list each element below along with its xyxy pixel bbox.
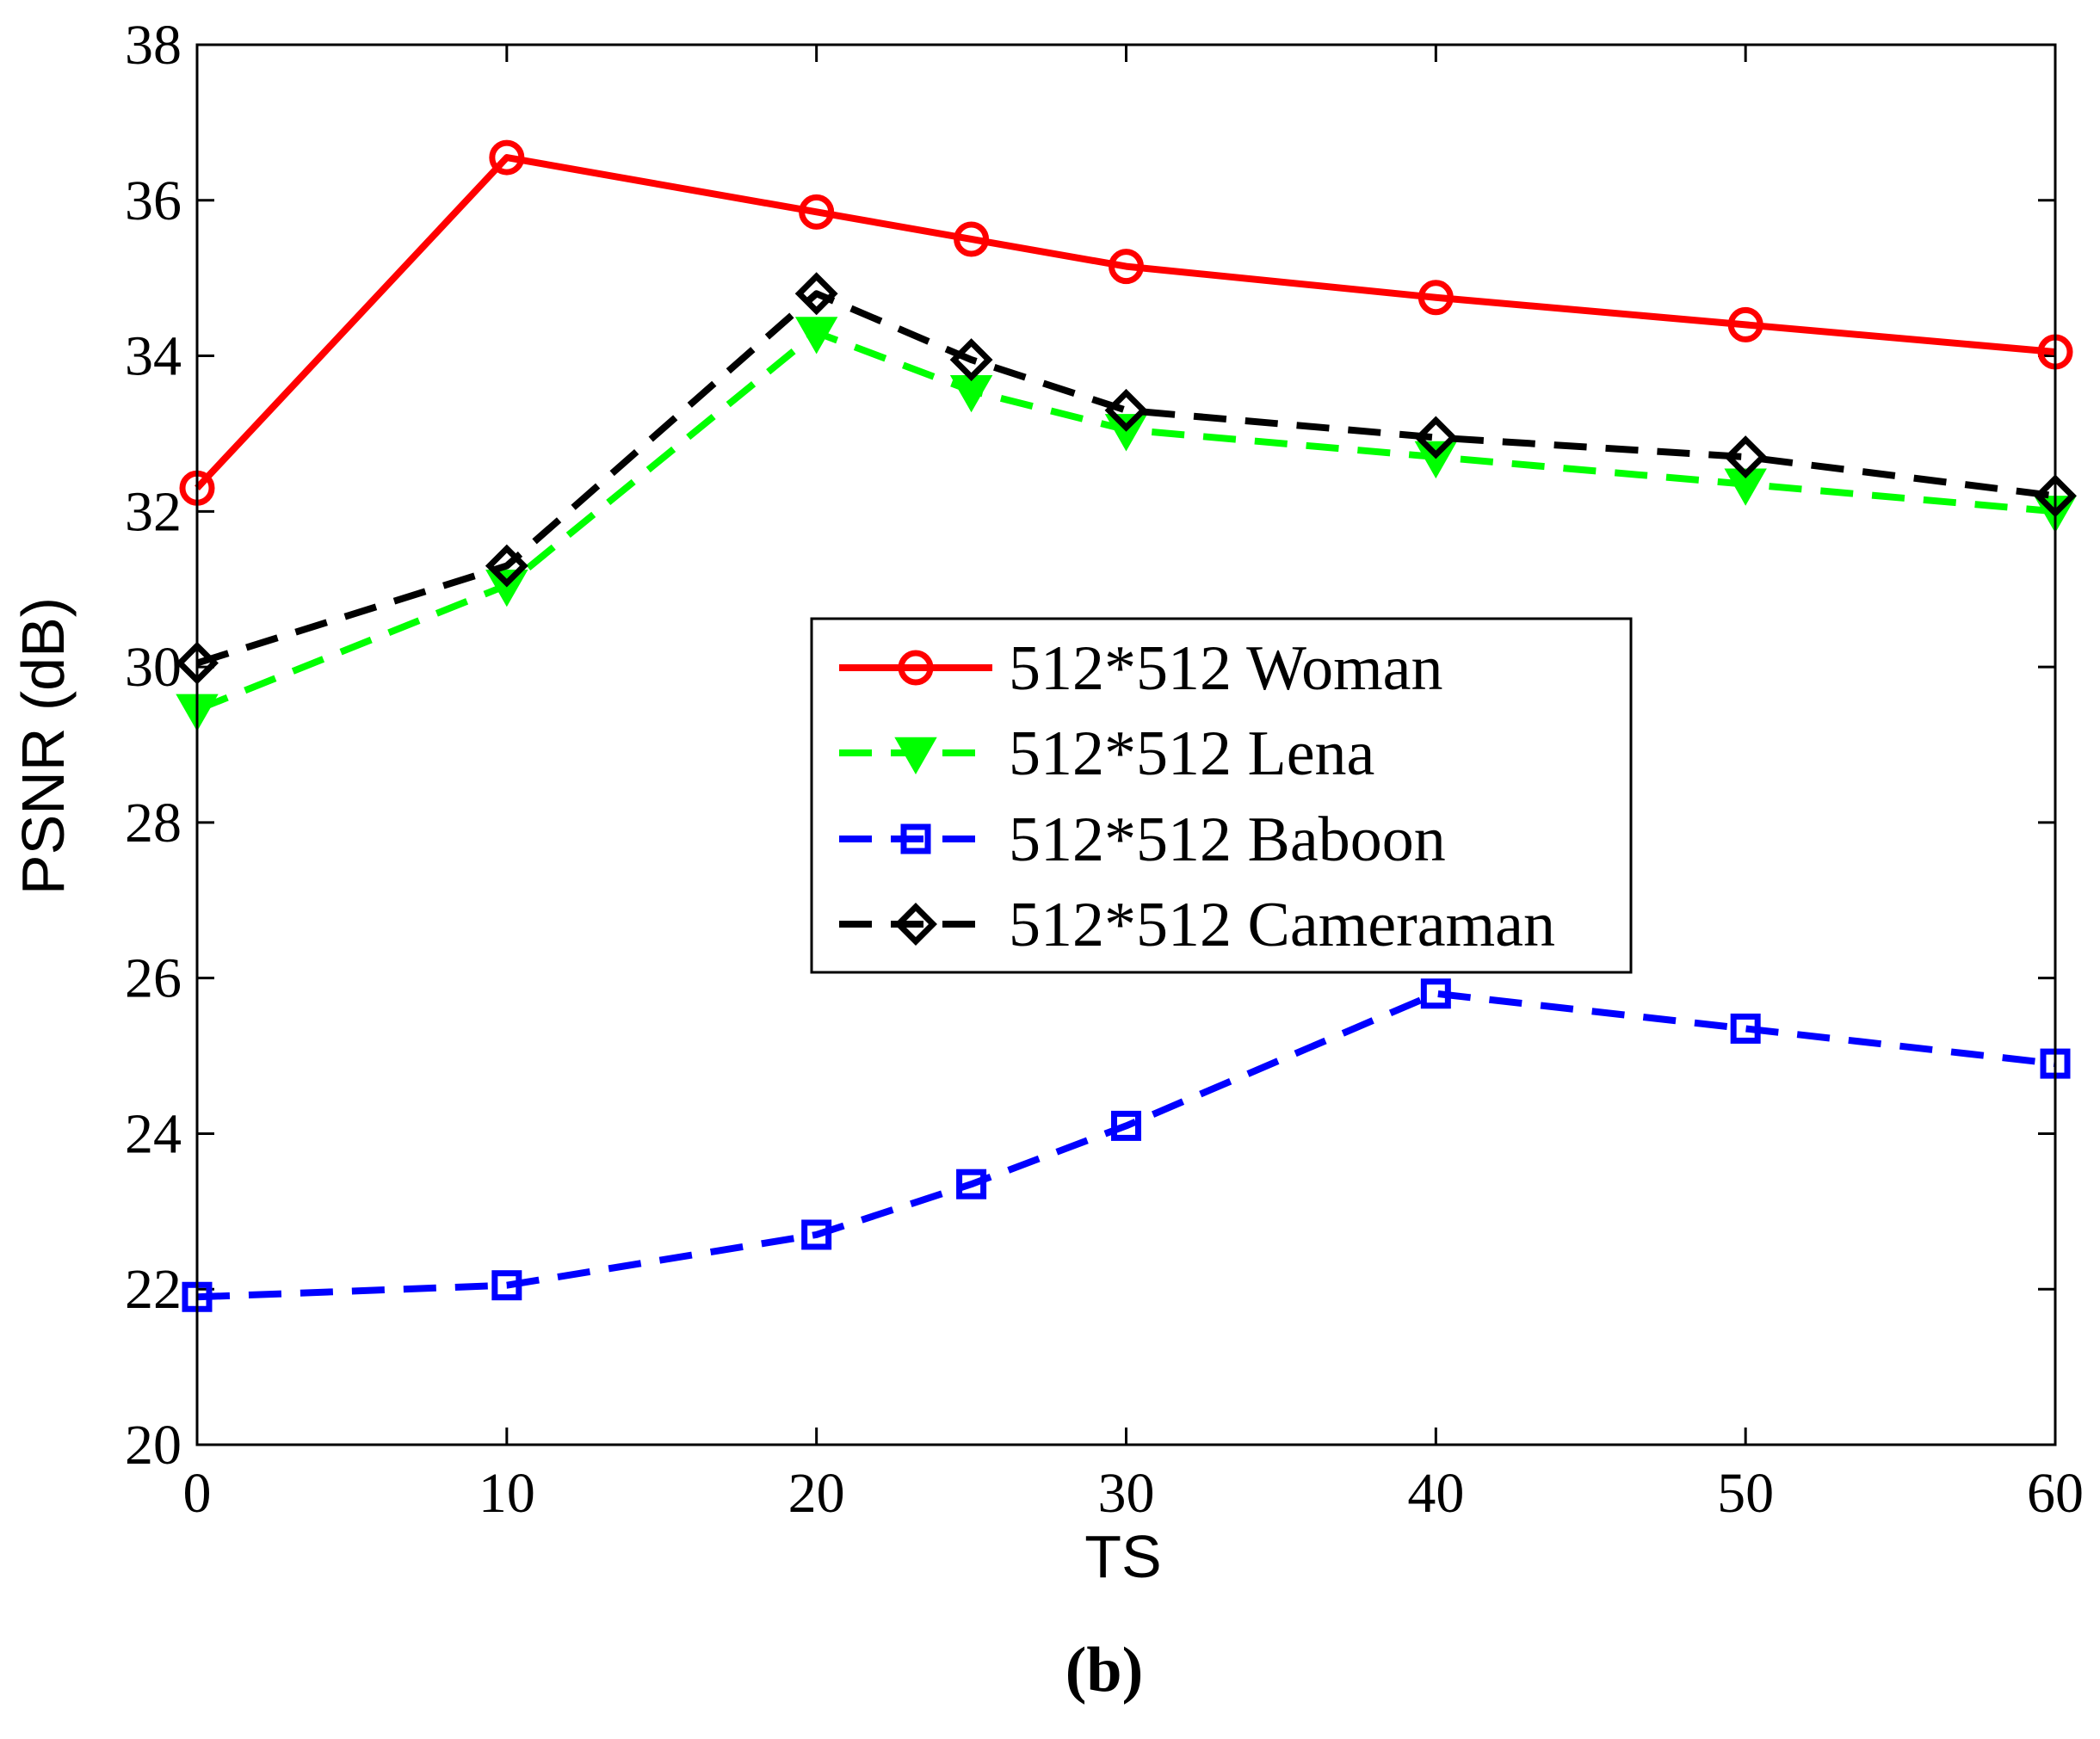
- legend-entry: 512*512 Baboon: [839, 805, 1446, 875]
- legend-marker: [898, 650, 934, 686]
- data-point: [954, 221, 990, 257]
- series-group: [176, 139, 2077, 1312]
- data-point: [489, 139, 525, 176]
- data-point: [1414, 416, 1458, 459]
- data-point: [799, 194, 835, 230]
- y-axis-title: PSNR (dB): [9, 597, 77, 895]
- x-tick-label: 0: [183, 1462, 212, 1525]
- data-point: [485, 544, 528, 588]
- legend-box: [810, 617, 1633, 974]
- legend-entry: 512*512 Woman: [839, 633, 1443, 704]
- tick-labels: 0 10 20 30 40 50 60 20 22 24 26 28 30 32 34 36 38: [125, 14, 2084, 1525]
- x-tick-label: 40: [1407, 1462, 1464, 1525]
- data-point: [1104, 414, 1148, 452]
- y-tick-label: 34: [125, 325, 182, 388]
- y-tick-label: 38: [125, 14, 182, 77]
- x-tick-label: 50: [1717, 1462, 1774, 1525]
- y-tick-label: 22: [125, 1258, 182, 1321]
- data-point: [491, 1270, 522, 1301]
- data-point: [1730, 1013, 1761, 1044]
- legend-marker: [894, 903, 937, 946]
- x-tick-label: 20: [788, 1462, 845, 1525]
- y-tick-label: 36: [125, 170, 182, 232]
- legend-entry: 512*512 Lena: [839, 718, 1374, 789]
- series-line: [195, 154, 2056, 490]
- legend-label: 512*512 Woman: [1009, 633, 1443, 704]
- y-tick-label: 26: [125, 947, 182, 1010]
- data-point: [1724, 468, 1767, 506]
- legend-entry: 512*512 Cameraman: [839, 890, 1555, 960]
- legend-marker: [894, 737, 937, 775]
- data-point: [1111, 1110, 1141, 1141]
- legend-label: 512*512 Baboon: [1009, 805, 1446, 875]
- y-tick-label: 28: [125, 792, 182, 854]
- series-line: [195, 329, 2056, 713]
- x-axis-title: TS: [1084, 1523, 1161, 1590]
- legend: 512*512 Woman 512*512 Lena 512*512 Baboon 5…: [810, 617, 1633, 974]
- data-point: [1418, 280, 1454, 316]
- y-tick-label: 32: [125, 480, 182, 543]
- series-line: [196, 990, 2056, 1301]
- legend-label: 512*512 Cameraman: [1009, 890, 1555, 960]
- legend-marker: [900, 823, 931, 854]
- data-point: [1109, 249, 1144, 285]
- series-line: [195, 290, 2056, 667]
- y-tick-label: 24: [125, 1102, 182, 1165]
- data-point: [1727, 306, 1763, 342]
- data-point: [1414, 441, 1458, 479]
- data-point: [485, 569, 528, 607]
- data-point: [794, 272, 838, 316]
- data-point: [956, 1169, 987, 1199]
- plot-frame: [195, 43, 2057, 1446]
- data-point: [949, 338, 993, 382]
- panel-label: (b): [1065, 1635, 1143, 1705]
- x-tick-label: 30: [1098, 1462, 1155, 1525]
- x-tick-label: 10: [479, 1462, 535, 1525]
- legend-label: 512*512 Lena: [1009, 718, 1374, 789]
- data-point: [1724, 435, 1768, 479]
- data-point: [794, 317, 838, 355]
- data-point: [1104, 388, 1148, 432]
- data-point: [801, 1219, 832, 1250]
- data-point: [1420, 978, 1451, 1009]
- x-tick-label: 60: [2027, 1462, 2084, 1525]
- y-tick-label: 30: [125, 636, 182, 699]
- y-tick-label: 20: [125, 1414, 182, 1477]
